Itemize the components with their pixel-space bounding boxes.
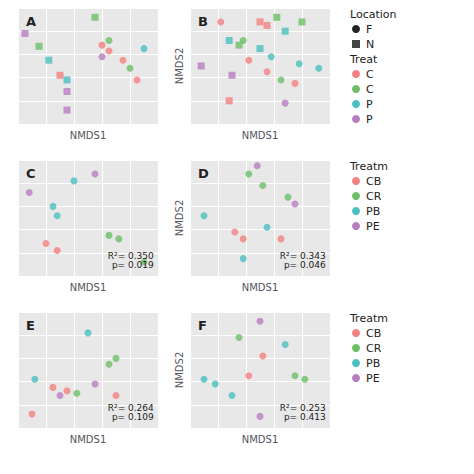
svg-text:Treat: Treat bbox=[349, 53, 378, 66]
svg-text:P: P bbox=[366, 113, 373, 126]
svg-text:CR: CR bbox=[366, 190, 382, 203]
svg-text:PB: PB bbox=[366, 205, 380, 218]
svg-text:N: N bbox=[366, 38, 374, 51]
svg-text:C: C bbox=[26, 166, 36, 181]
svg-text:NMDS1: NMDS1 bbox=[242, 282, 279, 293]
svg-text:PB: PB bbox=[366, 357, 380, 370]
svg-text:D: D bbox=[198, 166, 209, 181]
svg-text:NMDS1: NMDS1 bbox=[70, 434, 107, 445]
svg-text:NMDS1: NMDS1 bbox=[70, 130, 107, 141]
svg-text:CR: CR bbox=[366, 342, 382, 355]
svg-text:NMDS1: NMDS1 bbox=[242, 130, 279, 141]
svg-text:C: C bbox=[366, 68, 374, 81]
svg-text:R²= 0.343: R²= 0.343 bbox=[279, 250, 326, 261]
svg-text:Treatm: Treatm bbox=[349, 312, 388, 325]
svg-text:R²= 0.264: R²= 0.264 bbox=[107, 402, 154, 413]
svg-text:p= 0.413: p= 0.413 bbox=[284, 412, 326, 422]
svg-text:p= 0.019: p= 0.019 bbox=[112, 260, 154, 270]
svg-text:NMDS2: NMDS2 bbox=[174, 48, 185, 85]
svg-text:C: C bbox=[366, 83, 374, 96]
svg-text:p= 0.046: p= 0.046 bbox=[284, 260, 326, 270]
svg-text:Treatm: Treatm bbox=[349, 160, 388, 173]
svg-text:P: P bbox=[366, 98, 373, 111]
svg-text:R²= 0.253: R²= 0.253 bbox=[279, 402, 326, 413]
svg-text:NMDS1: NMDS1 bbox=[242, 434, 279, 445]
svg-text:E: E bbox=[26, 318, 35, 333]
svg-text:PE: PE bbox=[366, 372, 380, 385]
svg-text:CB: CB bbox=[366, 175, 381, 188]
svg-text:PE: PE bbox=[366, 220, 380, 233]
svg-text:F: F bbox=[366, 23, 372, 36]
svg-text:B: B bbox=[198, 14, 208, 29]
svg-text:CB: CB bbox=[366, 327, 381, 340]
svg-text:NMDS2: NMDS2 bbox=[174, 200, 185, 237]
svg-text:NMDS1: NMDS1 bbox=[70, 282, 107, 293]
svg-text:F: F bbox=[198, 318, 207, 333]
svg-text:p= 0.109: p= 0.109 bbox=[112, 412, 154, 422]
svg-text:A: A bbox=[26, 14, 36, 29]
svg-text:NMDS2: NMDS2 bbox=[174, 352, 185, 389]
svg-text:Location: Location bbox=[350, 8, 397, 21]
svg-text:R²= 0.350: R²= 0.350 bbox=[107, 250, 154, 261]
